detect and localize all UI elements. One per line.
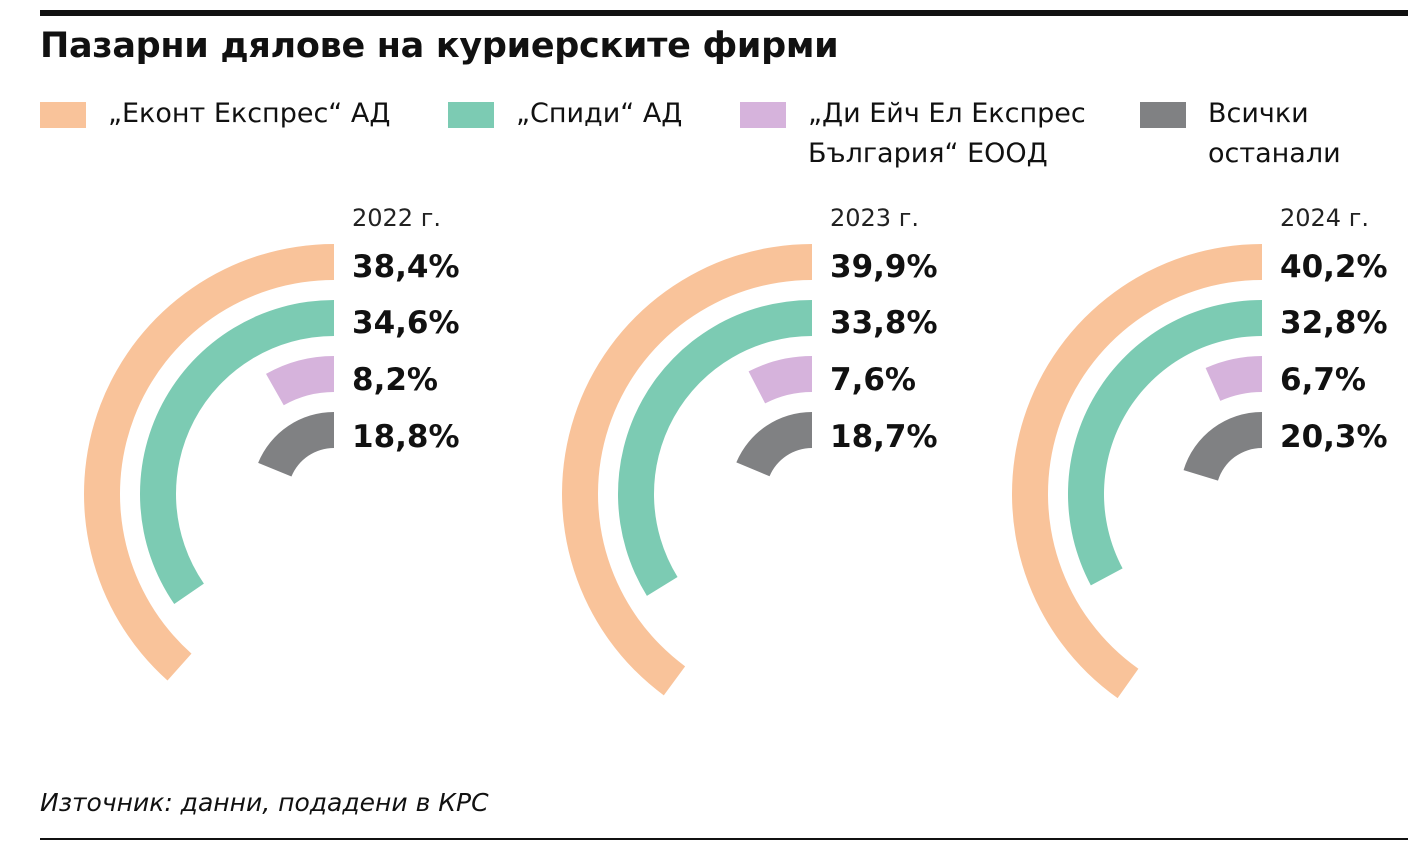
value-label-speedy-2024: 32,8% — [1280, 305, 1388, 341]
arc-others-2022 — [258, 412, 334, 477]
value-label-dhl-2022: 8,2% — [352, 362, 438, 398]
legend-label-others: Всички останали — [1208, 98, 1341, 169]
chart-2024: 2024 г. 40,2% 32,8% 6,7% 20,3% — [1011, 204, 1388, 699]
arc-speedy-2024 — [1067, 300, 1262, 586]
arc-others-2024 — [1183, 412, 1262, 481]
arc-dhl-2022 — [266, 356, 334, 406]
legend-label-dhl: „Ди Ейч Ел Експрес България“ ЕООД — [808, 98, 1086, 169]
top-rule — [40, 10, 1408, 16]
value-label-others-2023: 18,7% — [830, 419, 938, 455]
arc-speedy-2023 — [618, 300, 812, 596]
legend-swatch-econt — [40, 102, 86, 128]
value-label-others-2024: 20,3% — [1280, 419, 1388, 455]
legend-item-speedy: „Спиди“ АД — [448, 94, 682, 134]
value-label-econt-2023: 39,9% — [830, 249, 938, 285]
legend-label-econt: „Еконт Експрес“ АД — [108, 98, 391, 129]
value-label-econt-2024: 40,2% — [1280, 249, 1388, 285]
year-label-2024: 2024 г. — [1280, 204, 1369, 232]
legend-item-econt: „Еконт Експрес“ АД — [40, 94, 390, 134]
arc-econt-2024 — [1011, 244, 1262, 699]
legend-swatch-dhl — [740, 102, 786, 128]
bottom-rule — [40, 838, 1408, 840]
arc-others-2023 — [736, 412, 812, 477]
legend-swatch-speedy — [448, 102, 494, 128]
value-label-dhl-2023: 7,6% — [830, 362, 916, 398]
value-label-others-2022: 18,8% — [352, 419, 460, 455]
arc-dhl-2023 — [748, 356, 812, 404]
legend-label-speedy: „Спиди“ АД — [516, 98, 683, 129]
year-label-2022: 2022 г. — [352, 204, 441, 232]
value-label-econt-2022: 38,4% — [352, 249, 460, 285]
chart-2023: 2023 г. 39,9% 33,8% 7,6% 18,7% — [562, 204, 938, 696]
arc-speedy-2022 — [139, 300, 334, 605]
legend-item-others: Всички останали — [1140, 94, 1341, 174]
value-label-speedy-2023: 33,8% — [830, 305, 938, 341]
chart-2022: 2022 г. 38,4% 34,6% 8,2% 18,8% — [84, 204, 460, 681]
legend-item-dhl: „Ди Ейч Ел Експрес България“ ЕООД — [740, 94, 1086, 174]
value-label-dhl-2024: 6,7% — [1280, 362, 1366, 398]
chart-title: Пазарни дялове на куриерските фирми — [40, 26, 839, 66]
value-label-speedy-2022: 34,6% — [352, 305, 460, 341]
year-label-2023: 2023 г. — [830, 204, 919, 232]
arc-econt-2022 — [84, 244, 334, 681]
arc-econt-2023 — [562, 244, 812, 696]
source-note: Източник: данни, подадени в КРС — [40, 788, 489, 817]
arc-dhl-2024 — [1205, 356, 1262, 401]
legend-swatch-others — [1140, 102, 1186, 128]
